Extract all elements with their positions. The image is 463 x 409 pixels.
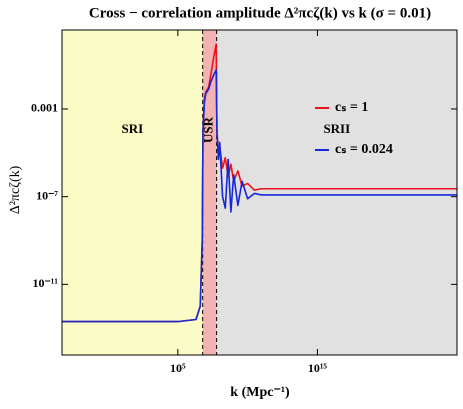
x-tick-label: 10¹⁵: [308, 361, 328, 375]
legend-label: cₛ = 1: [335, 100, 368, 115]
y-tick-label: 10⁻⁷: [36, 188, 58, 202]
region: [62, 30, 203, 355]
region-label: SRI: [121, 121, 143, 136]
chart-title: Cross − correlation amplitude Δ²πcζ(k) v…: [89, 5, 431, 21]
region: [202, 30, 217, 355]
y-axis-label: Δ²πcζ(k): [8, 165, 23, 214]
y-tick-label: 0.001: [31, 101, 58, 115]
region-label: SRII: [323, 121, 350, 136]
data-line: [62, 69, 457, 323]
x-axis-label: k (Mpc⁻¹): [230, 385, 290, 400]
legend-label: cₛ = 0.024: [335, 142, 393, 157]
plot-frame: [61, 29, 458, 356]
region: [216, 30, 457, 355]
x-tick-label: 10⁵: [170, 361, 186, 375]
y-tick-label: 10⁻¹¹: [32, 276, 58, 290]
region-label: USR: [201, 116, 216, 143]
